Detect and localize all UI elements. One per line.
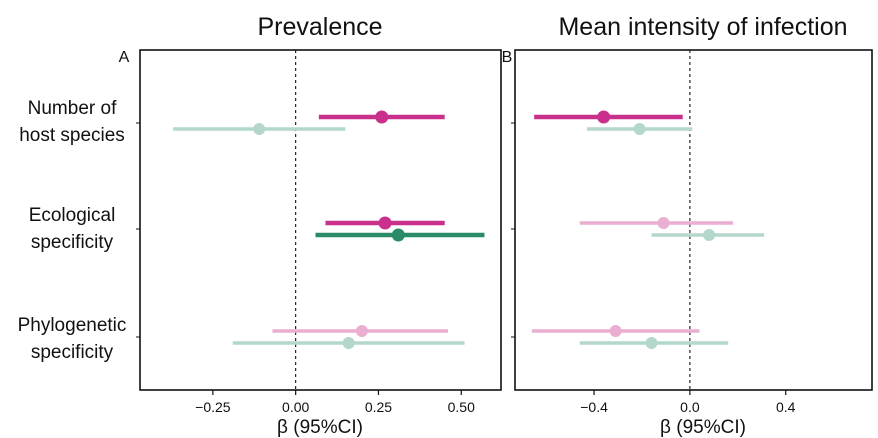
estimate-point-green-phylogenetic-specificity [645,337,658,349]
estimate-point-magenta-ecological-specificity [657,217,670,229]
x-tick-label: −0.25 [195,399,231,415]
row-label-phylogenetic-line1: Phylogenetic [18,315,127,336]
panel-letter: A [119,49,130,66]
row-label-ecological-line1: Ecological [29,205,116,226]
row-label-number-line1: Number of [28,98,117,119]
x-tick-label: 0.25 [365,399,392,415]
plot-frame [514,49,873,391]
x-tick-label: 0.0 [680,399,700,415]
panel-prevalence: Prevalence A −0.25 0.00 0.25 0.50 β (95%CI) [119,13,502,438]
row-label-phylogenetic-line2: specificity [31,342,114,363]
panel-title: Prevalence [257,13,382,41]
panel-title: Mean intensity of infection [558,13,847,41]
x-tick-label: 0.50 [448,399,475,415]
x-axis-label: β (95%CI) [277,417,363,438]
estimate-point-green-phylogenetic-specificity [342,337,355,349]
estimate-point-magenta-ecological-specificity [378,216,392,230]
estimate-point-magenta-number-of-host-species [375,110,389,124]
estimate-point-magenta-phylogenetic-specificity [609,325,622,337]
x-tick-label: 0.4 [776,399,796,415]
estimate-point-magenta-phylogenetic-specificity [355,325,368,337]
panel-mean-intensity: Mean intensity of infection B −0.4 0.0 0.4… [502,13,873,438]
row-label-ecological-line2: specificity [31,232,114,253]
estimate-point-green-number-of-host-species [633,123,646,135]
x-axis-label: β (95%CI) [660,417,746,438]
panel-letter: B [502,49,513,66]
row-labels: Number of host species Ecological specif… [18,98,127,363]
plot-frame [139,49,502,391]
row-label-number-line2: host species [19,125,125,146]
estimate-point-green-number-of-host-species [253,123,266,135]
x-tick-label: 0.00 [282,399,309,415]
estimate-point-magenta-number-of-host-species [597,110,611,124]
x-tick-label: −0.4 [580,399,608,415]
estimate-point-green-ecological-specificity [703,229,716,241]
estimate-point-green-ecological-specificity [391,228,405,242]
